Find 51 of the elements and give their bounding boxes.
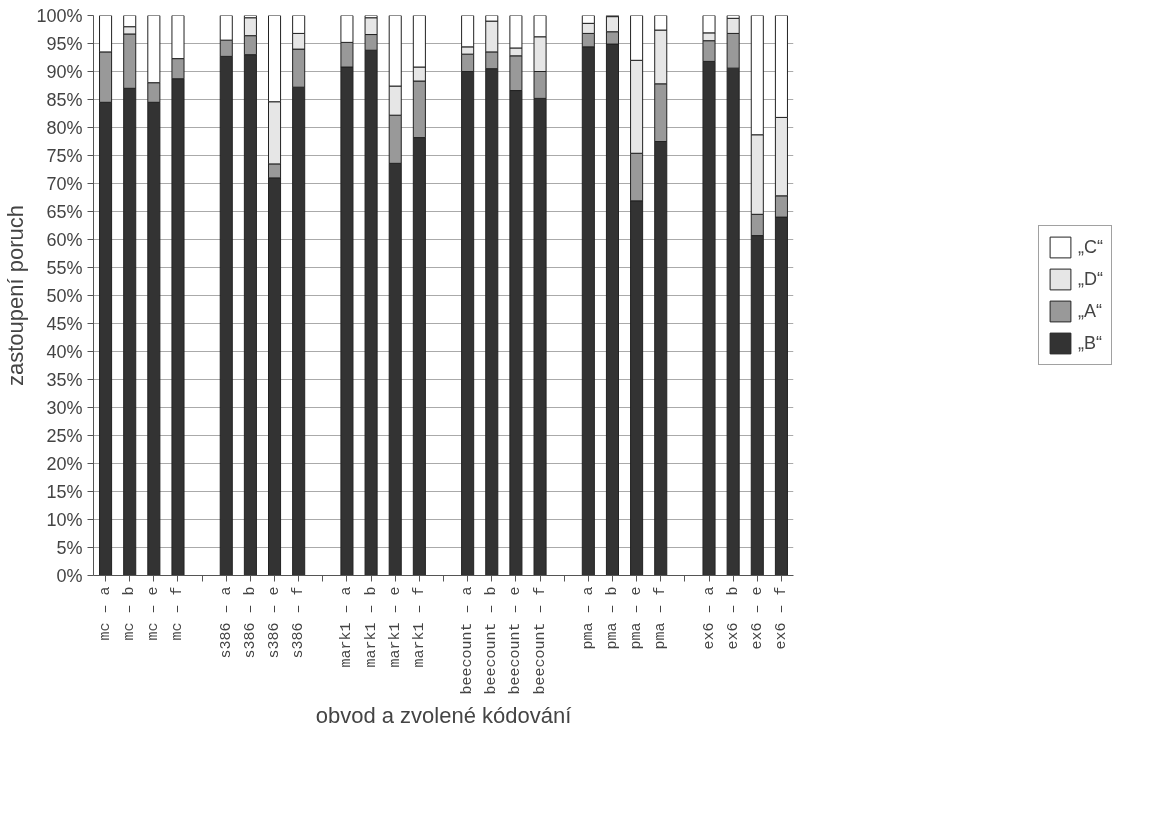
x-tick-label: ex6 – b	[724, 586, 742, 650]
y-tick-label: 90%	[46, 61, 83, 82]
x-tick-label: mc – e	[145, 586, 163, 641]
x-tick-label: beecount – a	[459, 586, 477, 695]
y-tick-label: 25%	[46, 425, 83, 446]
x-tick-label: beecount – b	[483, 586, 501, 695]
y-tick-label: 55%	[46, 257, 83, 278]
y-tick-label: 60%	[46, 229, 83, 250]
y-tick-label: 65%	[46, 201, 83, 222]
legend-label: „D“	[1078, 268, 1103, 290]
y-tick-label: 10%	[46, 509, 83, 530]
x-tick-label: beecount – e	[507, 586, 525, 695]
y-tick-label: 85%	[46, 89, 83, 110]
y-tick-label: 35%	[46, 369, 83, 390]
legend-label: „A“	[1078, 300, 1102, 322]
y-axis-title: zastoupení poruch	[3, 204, 29, 387]
y-tick-label: 40%	[46, 341, 83, 362]
legend-label: „C“	[1078, 236, 1103, 258]
x-tick-label: pma – f	[652, 586, 670, 650]
y-tick-label: 100%	[36, 5, 83, 26]
x-tick-label: pma – e	[628, 586, 646, 650]
x-tick-label: pma – a	[579, 586, 597, 650]
y-tick-label: 5%	[56, 537, 83, 558]
x-tick-label: mark1 – a	[338, 586, 356, 668]
y-tick-label: 95%	[46, 33, 83, 54]
x-tick-label: s386 – f	[290, 586, 308, 659]
x-tick-label: mc – a	[97, 586, 115, 641]
x-tick-label: ex6 – e	[748, 586, 766, 650]
x-tick-label: s386 – e	[266, 586, 284, 659]
y-tick-label: 80%	[46, 117, 83, 138]
y-tick-label: 70%	[46, 173, 83, 194]
x-tick-label: s386 – a	[217, 586, 235, 659]
legend-label: „B“	[1078, 332, 1102, 354]
x-tick-label: mc – b	[121, 586, 139, 641]
y-tick-label: 0%	[56, 565, 83, 586]
x-tick-label: ex6 – f	[772, 586, 790, 650]
x-tick-label: mark1 – f	[410, 586, 428, 668]
x-tick-label: beecount – f	[531, 586, 549, 695]
y-tick-label: 20%	[46, 453, 83, 474]
y-tick-label: 50%	[46, 285, 83, 306]
x-tick-label: mark1 – b	[362, 586, 380, 668]
x-tick-label: mark1 – e	[386, 586, 404, 668]
x-tick-label: pma – b	[603, 586, 621, 650]
x-axis-title: obvod a zvolené kódování	[315, 702, 572, 728]
y-tick-label: 75%	[46, 145, 83, 166]
y-tick-label: 30%	[46, 397, 83, 418]
y-tick-label: 15%	[46, 481, 83, 502]
x-tick-label: mc – f	[169, 586, 187, 641]
x-tick-label: s386 – b	[241, 586, 259, 659]
y-tick-label: 45%	[46, 313, 83, 334]
x-tick-label: ex6 – a	[700, 586, 718, 650]
